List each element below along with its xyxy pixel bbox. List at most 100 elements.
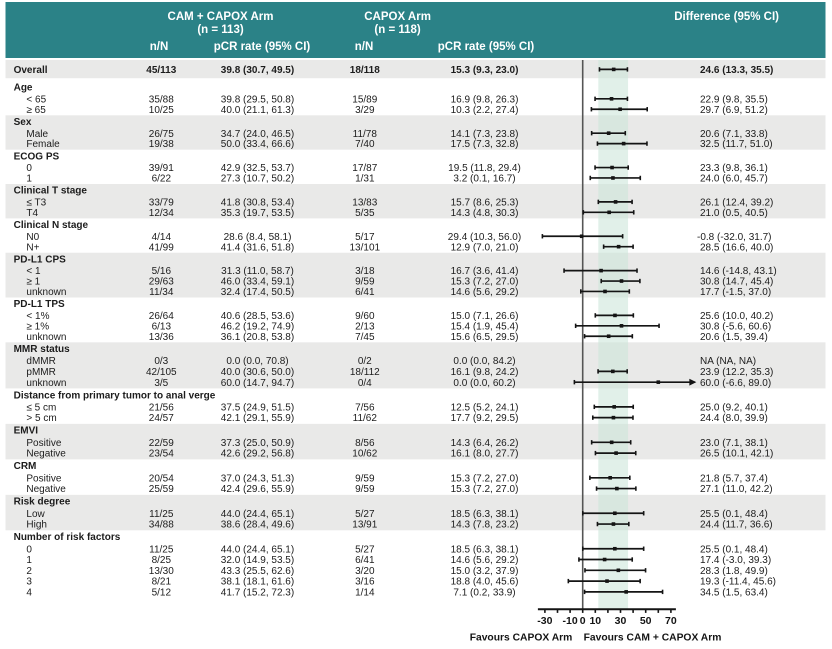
svg-text:16.1 (9.8, 24.2): 16.1 (9.8, 24.2) bbox=[451, 367, 519, 378]
svg-text:-10: -10 bbox=[563, 615, 578, 627]
svg-text:Difference (95% CI): Difference (95% CI) bbox=[674, 11, 779, 23]
svg-text:25.5 (0.1, 48.4): 25.5 (0.1, 48.4) bbox=[700, 509, 768, 520]
svg-text:28.3 (1.8, 49.9): 28.3 (1.8, 49.9) bbox=[700, 566, 768, 577]
svg-text:> 5 cm: > 5 cm bbox=[26, 413, 56, 424]
svg-text:Overall: Overall bbox=[14, 65, 48, 76]
svg-text:1: 1 bbox=[26, 174, 32, 185]
svg-text:40.0 (30.6, 50.0): 40.0 (30.6, 50.0) bbox=[221, 367, 294, 378]
svg-text:5/16: 5/16 bbox=[152, 266, 172, 277]
svg-text:39/91: 39/91 bbox=[149, 163, 174, 174]
svg-text:Male: Male bbox=[26, 129, 48, 140]
svg-text:7.1 (0.2, 33.9): 7.1 (0.2, 33.9) bbox=[453, 587, 515, 598]
svg-text:23/54: 23/54 bbox=[149, 449, 174, 460]
svg-text:5/35: 5/35 bbox=[355, 208, 375, 219]
svg-text:16.1 (8.0, 27.7): 16.1 (8.0, 27.7) bbox=[451, 449, 519, 460]
svg-text:7/56: 7/56 bbox=[355, 402, 375, 413]
svg-text:3/16: 3/16 bbox=[355, 577, 375, 588]
svg-text:Clinical T stage: Clinical T stage bbox=[14, 186, 88, 197]
svg-text:4/14: 4/14 bbox=[152, 232, 172, 243]
svg-text:≤ T3: ≤ T3 bbox=[26, 198, 46, 209]
svg-text:32.4 (17.4, 50.5): 32.4 (17.4, 50.5) bbox=[221, 287, 294, 298]
svg-text:46.0 (33.4, 59.1): 46.0 (33.4, 59.1) bbox=[221, 277, 294, 288]
svg-text:30: 30 bbox=[615, 615, 627, 627]
svg-text:42/105: 42/105 bbox=[146, 367, 177, 378]
svg-text:T4: T4 bbox=[26, 208, 38, 219]
svg-text:ECOG PS: ECOG PS bbox=[14, 151, 60, 162]
svg-text:30.8 (14.7, 45.4): 30.8 (14.7, 45.4) bbox=[700, 277, 773, 288]
svg-text:37.3 (25.0, 50.9): 37.3 (25.0, 50.9) bbox=[221, 438, 294, 449]
svg-text:13/101: 13/101 bbox=[350, 242, 381, 253]
svg-text:4: 4 bbox=[26, 587, 32, 598]
svg-text:0.0 (0.0, 60.2): 0.0 (0.0, 60.2) bbox=[453, 378, 515, 389]
svg-text:CAPOX Arm: CAPOX Arm bbox=[364, 11, 431, 23]
svg-text:3/5: 3/5 bbox=[154, 378, 168, 389]
svg-text:≥ 1: ≥ 1 bbox=[26, 277, 40, 288]
svg-text:≥ 1%: ≥ 1% bbox=[26, 321, 49, 332]
svg-text:unknown: unknown bbox=[26, 287, 66, 298]
svg-text:45/113: 45/113 bbox=[146, 65, 176, 76]
svg-text:Negative: Negative bbox=[26, 484, 66, 495]
svg-text:10/62: 10/62 bbox=[352, 449, 377, 460]
svg-text:17.7 (-1.5, 37.0): 17.7 (-1.5, 37.0) bbox=[700, 287, 771, 298]
svg-text:60.0 (-6.6, 89.0): 60.0 (-6.6, 89.0) bbox=[700, 378, 771, 389]
svg-text:(n = 113): (n = 113) bbox=[197, 24, 244, 36]
svg-text:23.9 (12.2, 35.3): 23.9 (12.2, 35.3) bbox=[700, 367, 773, 378]
svg-text:unknown: unknown bbox=[26, 378, 66, 389]
svg-text:41.8 (30.8, 53.4): 41.8 (30.8, 53.4) bbox=[221, 198, 294, 209]
svg-text:Sex: Sex bbox=[14, 117, 32, 128]
svg-text:Negative: Negative bbox=[26, 449, 66, 460]
svg-text:Low: Low bbox=[26, 509, 45, 520]
svg-text:14.3 (4.8, 30.3): 14.3 (4.8, 30.3) bbox=[451, 208, 519, 219]
svg-text:11/62: 11/62 bbox=[353, 413, 378, 424]
svg-text:6/13: 6/13 bbox=[152, 321, 172, 332]
svg-text:0: 0 bbox=[26, 163, 32, 174]
svg-text:15.0 (3.2, 37.9): 15.0 (3.2, 37.9) bbox=[451, 566, 519, 577]
svg-text:26.1 (12.4, 39.2): 26.1 (12.4, 39.2) bbox=[700, 198, 773, 209]
svg-text:14.6 (-14.8, 43.1): 14.6 (-14.8, 43.1) bbox=[700, 266, 777, 277]
svg-text:35.3 (19.7, 53.5): 35.3 (19.7, 53.5) bbox=[221, 208, 294, 219]
svg-text:41.7 (15.2, 72.3): 41.7 (15.2, 72.3) bbox=[221, 587, 294, 598]
svg-text:3.2 (0.1, 16.7): 3.2 (0.1, 16.7) bbox=[453, 174, 515, 185]
svg-text:CRM: CRM bbox=[14, 461, 37, 472]
svg-text:-0.8 (-32.0, 31.7): -0.8 (-32.0, 31.7) bbox=[697, 232, 771, 243]
svg-text:50: 50 bbox=[640, 615, 652, 627]
svg-text:25.0 (9.2, 40.1): 25.0 (9.2, 40.1) bbox=[700, 402, 768, 413]
svg-text:70: 70 bbox=[665, 615, 677, 627]
svg-text:High: High bbox=[26, 520, 47, 531]
svg-text:9/59: 9/59 bbox=[355, 484, 375, 495]
svg-text:22/59: 22/59 bbox=[149, 438, 174, 449]
svg-text:10/25: 10/25 bbox=[149, 105, 174, 116]
svg-text:unknown: unknown bbox=[26, 332, 66, 343]
svg-text:Age: Age bbox=[14, 83, 33, 94]
svg-text:42.4 (29.6, 55.9): 42.4 (29.6, 55.9) bbox=[221, 484, 294, 495]
svg-text:23.3 (9.8, 36.1): 23.3 (9.8, 36.1) bbox=[700, 163, 768, 174]
svg-text:Female: Female bbox=[26, 139, 60, 150]
svg-text:15.3 (7.2, 27.0): 15.3 (7.2, 27.0) bbox=[451, 473, 519, 484]
svg-text:15.4 (1.9, 45.4): 15.4 (1.9, 45.4) bbox=[451, 321, 519, 332]
svg-text:18.5 (6.3, 38.1): 18.5 (6.3, 38.1) bbox=[451, 544, 519, 555]
svg-text:11/34: 11/34 bbox=[149, 287, 174, 298]
svg-text:38.1 (18.1, 61.6): 38.1 (18.1, 61.6) bbox=[221, 577, 294, 588]
svg-text:34.5 (1.5, 63.4): 34.5 (1.5, 63.4) bbox=[700, 587, 768, 598]
svg-text:38.6 (28.4, 49.6): 38.6 (28.4, 49.6) bbox=[221, 520, 294, 531]
svg-text:15.0 (7.1, 26.6): 15.0 (7.1, 26.6) bbox=[451, 311, 519, 322]
svg-text:15.6 (6.5, 29.5): 15.6 (6.5, 29.5) bbox=[451, 332, 519, 343]
svg-text:29.7 (6.9, 51.2): 29.7 (6.9, 51.2) bbox=[700, 105, 768, 116]
svg-text:41.4 (31.6, 51.8): 41.4 (31.6, 51.8) bbox=[221, 242, 294, 253]
svg-text:Favours CAM + CAPOX Arm: Favours CAM + CAPOX Arm bbox=[584, 633, 722, 644]
svg-text:n/N: n/N bbox=[355, 41, 374, 53]
svg-text:11/78: 11/78 bbox=[353, 129, 378, 140]
svg-text:39.8 (30.7, 49.5): 39.8 (30.7, 49.5) bbox=[221, 65, 294, 76]
svg-text:44.0 (24.4, 65.1): 44.0 (24.4, 65.1) bbox=[221, 544, 294, 555]
svg-text:NA (NA, NA): NA (NA, NA) bbox=[700, 356, 756, 367]
svg-text:25.6 (10.0, 40.2): 25.6 (10.0, 40.2) bbox=[700, 311, 773, 322]
svg-text:2: 2 bbox=[26, 566, 32, 577]
svg-text:30.8 (-5.6, 60.6): 30.8 (-5.6, 60.6) bbox=[700, 321, 771, 332]
svg-text:42.9 (32.5, 53.7): 42.9 (32.5, 53.7) bbox=[221, 163, 294, 174]
svg-text:14.6 (5.6, 29.2): 14.6 (5.6, 29.2) bbox=[451, 555, 519, 566]
svg-text:40.0 (21.1, 61.3): 40.0 (21.1, 61.3) bbox=[221, 105, 294, 116]
svg-text:13/83: 13/83 bbox=[352, 198, 377, 209]
svg-text:10: 10 bbox=[589, 615, 601, 627]
svg-text:6/41: 6/41 bbox=[355, 287, 375, 298]
svg-text:EMVI: EMVI bbox=[14, 426, 39, 437]
